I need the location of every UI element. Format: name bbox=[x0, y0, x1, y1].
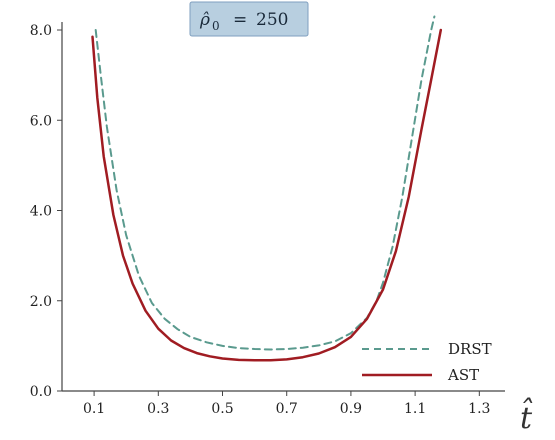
x-tick-label: 0.1 bbox=[83, 401, 105, 417]
parameter-annotation: ρ̂ 0 = 250 bbox=[189, 1, 309, 37]
annotation-symbol: ρ̂ bbox=[199, 10, 210, 30]
annotation-box bbox=[189, 1, 309, 37]
x-tick-label: 0.9 bbox=[340, 401, 362, 417]
y-axis-ticks: 0.0 2.0 4.0 6.0 8.0 bbox=[30, 23, 62, 400]
legend-label-drst: DRST bbox=[448, 340, 492, 358]
series-layer bbox=[91, 15, 443, 362]
axes bbox=[61, 22, 505, 392]
annotation-value: 250 bbox=[256, 10, 288, 30]
x-axis-label: t̂ bbox=[520, 397, 533, 436]
y-tick-label: 0.0 bbox=[30, 384, 52, 400]
x-tick-label: 1.3 bbox=[468, 401, 490, 417]
x-tick-label: 0.7 bbox=[276, 401, 298, 417]
y-tick-label: 4.0 bbox=[30, 204, 52, 220]
legend: DRST AST bbox=[362, 340, 492, 384]
x-tick-label: 0.5 bbox=[211, 401, 233, 417]
legend-label-ast: AST bbox=[447, 366, 479, 384]
y-tick-label: 6.0 bbox=[30, 113, 52, 129]
x-axis-ticks: 0.1 0.3 0.5 0.7 0.9 1.1 1.3 bbox=[83, 391, 490, 417]
y-tick-label: 8.0 bbox=[30, 23, 52, 39]
x-tick-label: 1.1 bbox=[404, 401, 426, 417]
series-line-drst bbox=[94, 15, 436, 351]
annotation-relation: = bbox=[233, 10, 247, 30]
y-tick-label: 2.0 bbox=[30, 294, 52, 310]
series-line-ast bbox=[91, 28, 443, 362]
annotation-subscript: 0 bbox=[212, 19, 220, 33]
x-tick-label: 0.3 bbox=[147, 401, 169, 417]
